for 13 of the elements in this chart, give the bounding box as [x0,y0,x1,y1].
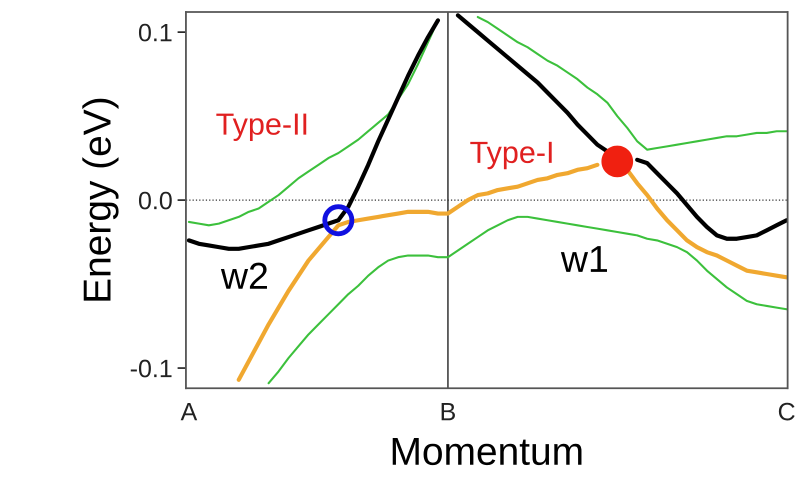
annotation: w2 [220,262,267,289]
x-axis-title: Momentum [392,438,582,466]
x-tick-label: C [778,402,795,420]
annotation: Type-I [470,142,552,170]
y-axis-title: Energy (eV) [82,98,119,301]
annotation: w1 [560,246,607,272]
annotation: Type-II [216,114,306,141]
line-series [268,216,788,384]
y-tick-label: -0.1 [130,360,172,378]
x-tick-label: B [442,403,455,420]
y-tick-label: 0.1 [138,24,172,42]
x-tick-label: A [180,403,198,420]
y-tick-label: 0.0 [138,192,172,210]
